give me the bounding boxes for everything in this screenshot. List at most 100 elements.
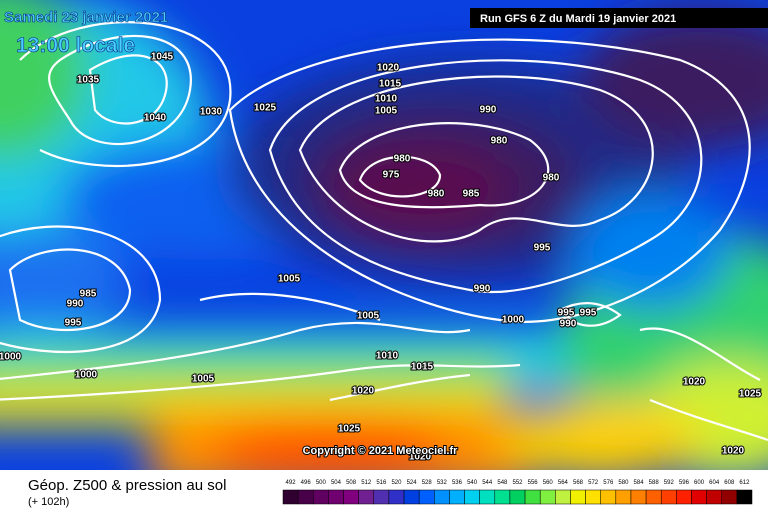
- isobar-label: 1005: [375, 106, 398, 117]
- scale-label: 544: [482, 480, 493, 486]
- isobar-label: 990: [474, 284, 491, 295]
- isobar-label: 1010: [375, 94, 398, 105]
- isobar-label: 980: [543, 173, 560, 184]
- scale-label: 588: [649, 480, 660, 486]
- isobar-label: 980: [394, 154, 411, 165]
- isobar-label: 1020: [722, 446, 745, 457]
- footer-lead: (+ 102h): [28, 496, 69, 508]
- isobar-label: 980: [428, 189, 445, 200]
- scale-label: 556: [528, 480, 539, 486]
- isobar-label: 990: [480, 105, 497, 116]
- isobar-label: 1000: [75, 370, 98, 381]
- scale-label: 608: [724, 480, 735, 486]
- scale-label: 536: [452, 480, 463, 486]
- isobar-label: 990: [560, 319, 577, 330]
- isobar-label: 995: [558, 308, 575, 319]
- isobar-label: 1025: [739, 389, 762, 400]
- scale-label: 512: [361, 480, 372, 486]
- scale-label: 572: [588, 480, 599, 486]
- isobar-label: 1025: [254, 103, 277, 114]
- scale-swatch: [630, 489, 647, 505]
- scale-swatch: [494, 489, 511, 505]
- isobar-label: 1035: [77, 75, 100, 86]
- isobar-label: 1000: [0, 352, 22, 363]
- scale-label: 496: [301, 480, 312, 486]
- scale-swatch: [358, 489, 375, 505]
- scale-label: 584: [634, 480, 645, 486]
- scale-label: 548: [497, 480, 508, 486]
- isobar-label: 995: [580, 308, 597, 319]
- isobar-label: 990: [67, 299, 84, 310]
- isobar-label: 985: [80, 289, 97, 300]
- scale-swatch: [328, 489, 344, 505]
- map-background: [0, 0, 768, 470]
- scale-label: 596: [679, 480, 690, 486]
- scale-label: 576: [603, 480, 614, 486]
- scale-swatch: [373, 489, 390, 505]
- scale-label: 508: [346, 480, 357, 486]
- copyright: Copyright © 2021 Meteociel.fr: [303, 445, 459, 457]
- scale-label: 564: [558, 480, 569, 486]
- isobar-label: 1015: [411, 362, 434, 373]
- scale-label: 552: [512, 480, 523, 486]
- scale-label: 524: [407, 480, 418, 486]
- isobar-label: 980: [491, 136, 508, 147]
- footer-title: Géop. Z500 & pression au sol: [28, 477, 226, 494]
- scale-swatch: [434, 489, 450, 505]
- color-scale: 492 496 500 504 508 512 516 520 524 528 532 536 540 5…: [282, 480, 753, 505]
- scale-swatch: [282, 489, 299, 505]
- scale-swatch: [660, 489, 677, 505]
- scale-label: 532: [437, 480, 448, 486]
- scale-label: 516: [376, 480, 387, 486]
- isobar-label: 1020: [377, 63, 400, 74]
- isobar-label: 1010: [376, 351, 399, 362]
- scale-label: 504: [331, 480, 342, 486]
- scale-label: 520: [391, 480, 402, 486]
- scale-label: 560: [543, 480, 554, 486]
- scale-label: 612: [739, 480, 750, 486]
- isobar-label: 1015: [379, 79, 402, 90]
- isobar-label: 1020: [352, 386, 375, 397]
- isobar-label: 1000: [502, 315, 525, 326]
- isobar-label: 1020: [409, 452, 432, 463]
- isobar-label: 975: [383, 170, 400, 181]
- run-info: Run GFS 6 Z du Mardi 19 janvier 2021: [480, 13, 676, 25]
- isobar-label: 1030: [200, 107, 223, 118]
- scale-swatch: [691, 489, 707, 505]
- isobar-label: 1005: [357, 311, 380, 322]
- scale-swatch: [479, 489, 496, 505]
- scale-label: 568: [573, 480, 584, 486]
- scale-swatch: [585, 489, 601, 505]
- isobar-label: 1020: [683, 377, 706, 388]
- scale-label: 604: [709, 480, 720, 486]
- scale-swatch: [403, 489, 420, 505]
- scale-swatch: [418, 489, 435, 505]
- isobar-label: 1005: [278, 274, 301, 285]
- scale-swatch: [449, 489, 465, 505]
- isobar-label: 985: [463, 189, 480, 200]
- isobar-label: 1045: [151, 52, 174, 63]
- scale-swatch: [297, 489, 314, 505]
- scale-swatch: [615, 489, 632, 505]
- isobar-label: 1025: [338, 424, 361, 435]
- scale-label: 540: [467, 480, 478, 486]
- scale-label: 592: [664, 480, 675, 486]
- scale-swatch: [524, 489, 541, 505]
- scale-swatch: [388, 489, 405, 505]
- scale-swatch: [706, 489, 722, 505]
- scale-swatch: [343, 489, 359, 505]
- forecast-date: Samedi 23 janvier 2021: [4, 9, 168, 26]
- scale-swatch: [570, 489, 586, 505]
- isobar-label: 995: [534, 243, 551, 254]
- scale-swatch: [464, 489, 480, 505]
- scale-swatch: [555, 489, 571, 505]
- scale-swatch: [600, 489, 617, 505]
- scale-swatch: [645, 489, 662, 505]
- scale-label: 492: [286, 480, 297, 486]
- isobar-label: 1040: [144, 113, 167, 124]
- forecast-time: 13:00 locale: [16, 34, 135, 57]
- isobar-label: 995: [65, 318, 82, 329]
- scale-label: 500: [316, 480, 327, 486]
